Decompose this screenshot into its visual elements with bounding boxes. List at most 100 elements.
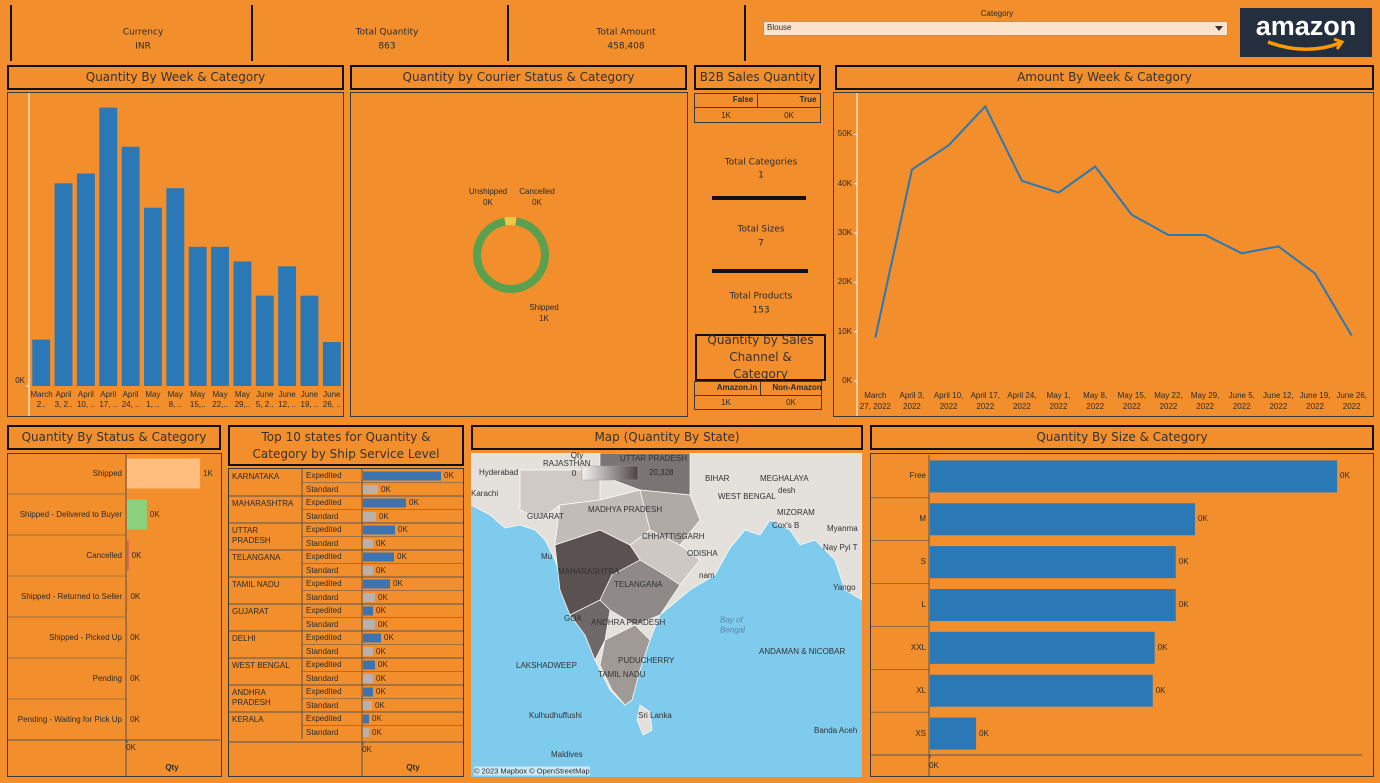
donut-slice <box>504 217 517 226</box>
panel-title: Map (Quantity By State) <box>471 425 863 450</box>
map-label: Mu <box>541 552 553 562</box>
value-label: 0K <box>1178 600 1189 610</box>
y-tick-label: 0K <box>15 376 25 386</box>
category-dropdown[interactable]: Blouse <box>763 21 1228 36</box>
service-label: Standard <box>306 619 339 629</box>
x-tick-label: March 27, 2022 <box>859 391 891 411</box>
dropdown-arrow <box>1215 26 1223 31</box>
bar <box>930 503 1195 536</box>
total-value: 153 <box>752 305 770 316</box>
bar <box>930 631 1155 664</box>
service-label: Expedited <box>306 525 342 535</box>
value-label: 0K <box>149 509 160 519</box>
table-rule <box>694 395 822 396</box>
bar <box>363 633 381 643</box>
bar <box>166 188 185 386</box>
map-label: CHHATTISGARH <box>642 532 705 542</box>
bar <box>363 593 375 602</box>
map-label: Cox's B <box>772 521 800 531</box>
value-label: 0K <box>378 660 388 670</box>
value-label: 0K <box>397 552 407 562</box>
category-label: Shipped <box>92 468 122 478</box>
bar <box>54 183 73 386</box>
panel-title: Quantity by Courier Status & Category <box>350 65 687 90</box>
value-label: 0K <box>378 592 388 602</box>
value-label: 0K <box>1178 557 1189 567</box>
map-label: WEST BENGAL <box>718 492 776 502</box>
y-tick-label: 0K <box>842 376 852 386</box>
x-tick-label: June 5, 2022 <box>1228 391 1255 411</box>
category-label: S <box>920 557 926 567</box>
value-label: 0K <box>131 550 142 560</box>
value-label: 0K <box>1340 471 1350 481</box>
x-tick-label: April 17, 2022 <box>970 391 1000 411</box>
service-label: Expedited <box>306 552 342 562</box>
bar <box>363 660 375 670</box>
bar <box>32 339 51 386</box>
table-cell: 0K <box>784 111 794 121</box>
bar <box>278 266 297 386</box>
x-tick-label: April 24, 2022 <box>1007 391 1037 411</box>
map-label: Myanma <box>827 524 858 534</box>
y-tick-label: 10K <box>837 326 852 336</box>
map-label: MIZORAM <box>777 508 815 518</box>
category-label: Pending <box>92 673 122 683</box>
value-label: 0K <box>130 632 141 642</box>
map-label: GOA <box>564 614 582 624</box>
service-label: Standard <box>306 565 339 575</box>
category-label: XS <box>915 728 926 738</box>
map-label: Sri Lanka <box>638 711 672 721</box>
bar <box>363 525 395 535</box>
slice-label: Unshipped <box>468 187 508 197</box>
map-label: PUDUCHERRY <box>618 656 675 666</box>
map-label: MADHYA PRADESH <box>588 505 663 515</box>
x-tick-label: 0K <box>126 743 136 753</box>
x-tick-label: April 10, .. <box>76 390 95 409</box>
x-tick-label: June 26, 2022 <box>1336 391 1368 411</box>
map-label: GUJARAT <box>527 512 564 522</box>
bar <box>99 107 118 387</box>
map-label: Maldives <box>551 750 583 760</box>
logo: amazon <box>1240 8 1372 57</box>
value-label: 0K <box>130 591 141 601</box>
panel-frame <box>7 92 344 417</box>
x-tick-label: April 3, 2.. <box>54 390 73 409</box>
total-label: Total Categories <box>724 157 798 168</box>
map-label: RAJASTHAN <box>543 459 591 469</box>
table-header: True <box>799 95 817 105</box>
bar <box>363 512 376 521</box>
total-label: Total Products <box>729 291 793 302</box>
value-label: 0K <box>376 687 386 697</box>
kpi-value: 863 <box>378 41 396 52</box>
value-label: 0K <box>376 646 386 656</box>
state-label: DELHI <box>232 634 256 643</box>
slice-label: Shipped <box>529 303 559 313</box>
bar <box>211 246 229 386</box>
value-label: 0K <box>376 606 386 616</box>
x-tick-label: May 29, 2022 <box>1190 391 1220 411</box>
kpi-value: 458,408 <box>607 41 645 52</box>
value-label: 0K <box>979 728 989 738</box>
service-label: Standard <box>306 673 339 683</box>
x-tick-label: April 17, .. <box>99 390 118 409</box>
category-label: XL <box>916 685 926 695</box>
service-label: Expedited <box>306 606 342 616</box>
map-attribution: © 2023 Mapbox © OpenStreetMap <box>474 766 590 776</box>
bar <box>363 566 373 575</box>
map-label: ANDAMAN & NICOBAR <box>759 647 846 657</box>
region <box>639 489 701 546</box>
value-label: 0K <box>379 511 389 521</box>
state-label: TAMIL NADU <box>232 580 280 589</box>
panel-title: Quantity by Sales Channel & Category <box>695 333 826 381</box>
value-label: 0K <box>376 673 386 683</box>
bar <box>363 674 373 683</box>
bar <box>363 498 406 508</box>
map-label: Banda Aceh <box>814 726 858 736</box>
service-label: Standard <box>306 538 339 548</box>
x-tick-label: June 12, .. <box>278 390 296 409</box>
slice-label: Cancelled <box>519 187 555 197</box>
region <box>636 704 653 736</box>
map-label: Hyderabad <box>479 468 519 478</box>
divider <box>10 5 12 61</box>
